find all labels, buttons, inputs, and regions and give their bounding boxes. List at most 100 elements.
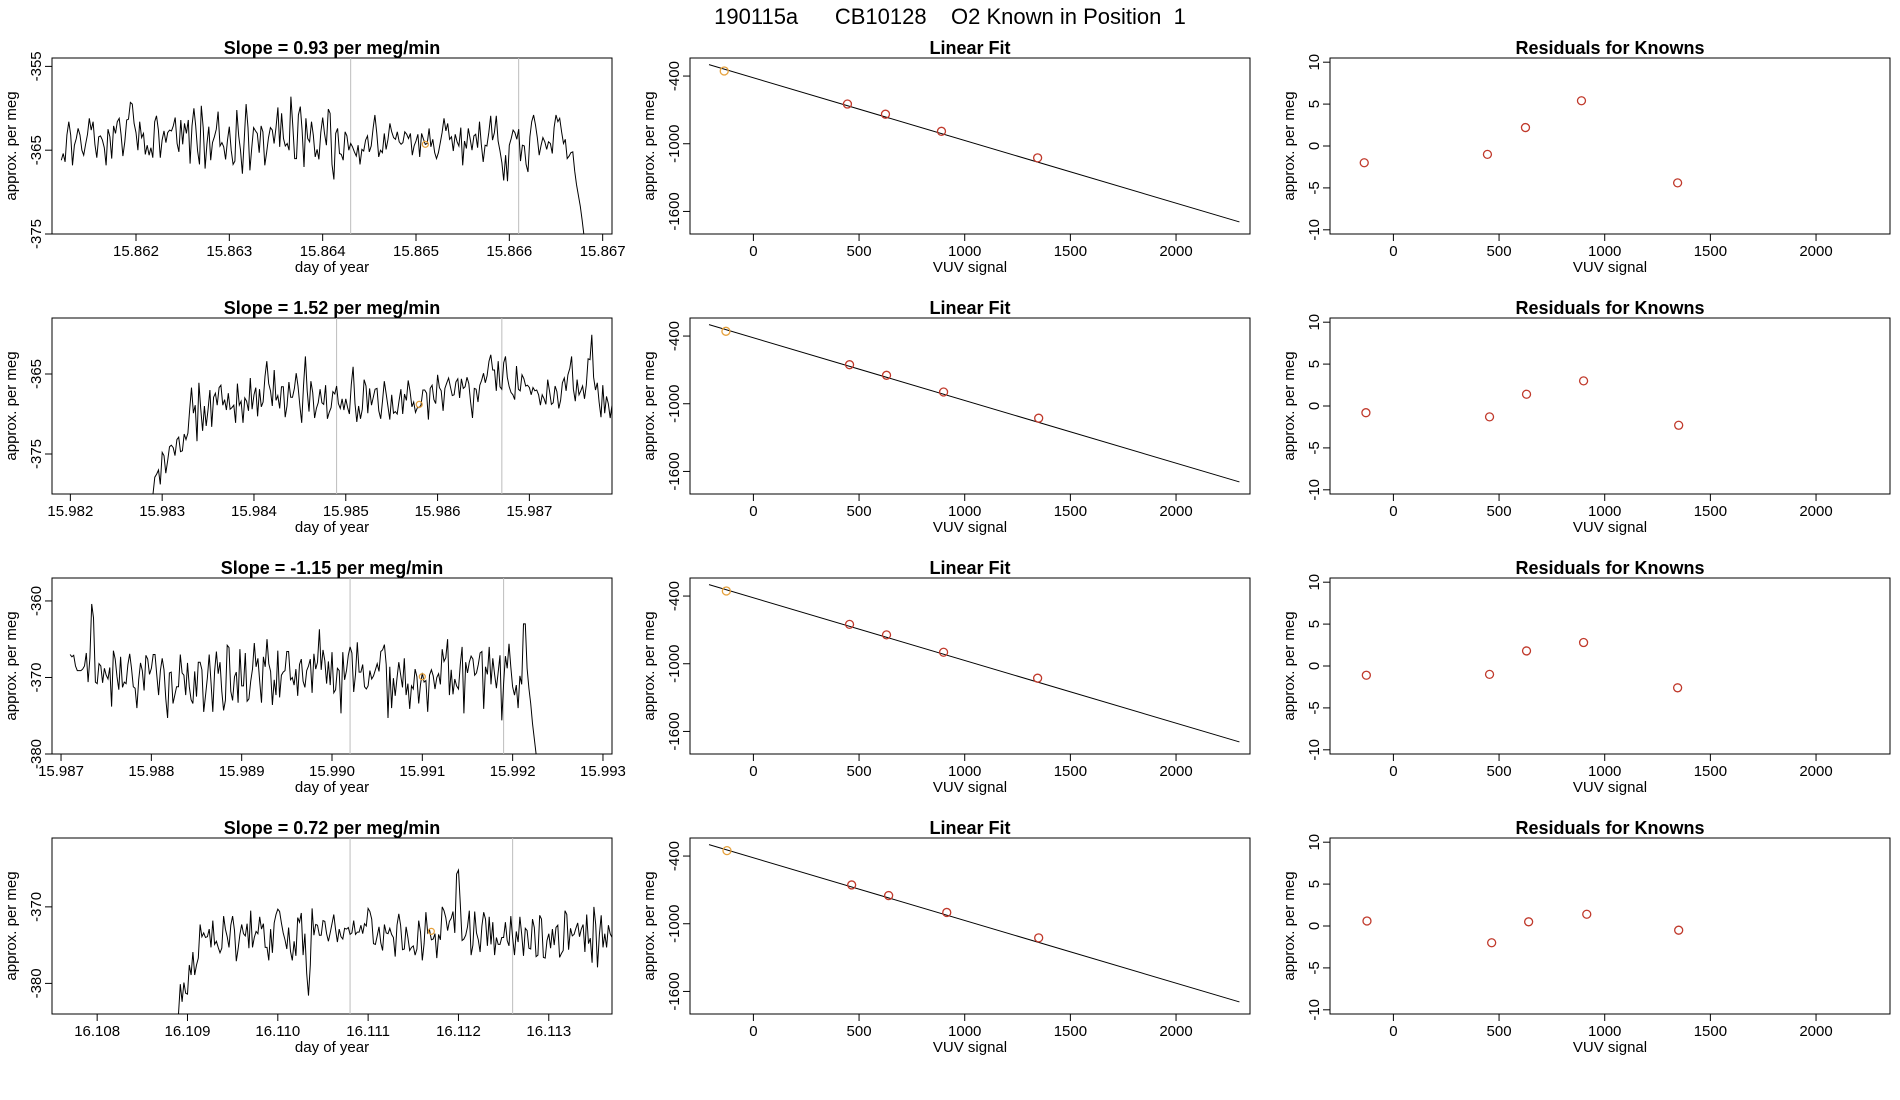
data-point — [1582, 909, 1592, 919]
y-tick-label: -400 — [666, 61, 683, 91]
y-tick-label: 5 — [1306, 880, 1323, 888]
x-tick-label: 2000 — [1799, 503, 1832, 520]
chart-panel-timeseries-1: Slope = 0.93 per meg/min 15.862 15.863 15.8… — [3, 38, 626, 276]
plot-frame — [689, 57, 1251, 235]
y-tick-label: 10 — [1306, 54, 1323, 71]
plot-area — [178, 838, 612, 1014]
data-point — [1672, 683, 1683, 693]
x-tick-label: 2000 — [1799, 763, 1832, 780]
x-tick-label: 1000 — [1588, 243, 1621, 260]
y-tick-label: -375 — [28, 439, 45, 469]
data-point — [881, 370, 892, 380]
y-tick-label: -355 — [28, 51, 45, 81]
x-tick-label: 1000 — [948, 503, 981, 520]
plot-area — [60, 58, 585, 234]
x-tick-label: 15.985 — [323, 503, 369, 520]
highlight-point — [427, 927, 435, 935]
x-tick-label: 500 — [1487, 503, 1512, 520]
y-axis-label: approx. per meg — [1281, 611, 1298, 720]
y-tick-label: -380 — [28, 739, 45, 769]
series-line — [60, 96, 585, 234]
y-axis-label: approx. per meg — [3, 351, 20, 460]
y-tick-label: -10 — [1306, 219, 1323, 241]
y-tick-label: -10 — [1306, 479, 1323, 501]
y-tick-label: -370 — [28, 892, 45, 922]
series-line — [152, 334, 612, 494]
data-point — [1520, 122, 1531, 133]
plot-area — [69, 578, 537, 754]
x-tick-label: 0 — [1389, 243, 1397, 260]
plot-frame — [51, 837, 613, 1015]
data-point — [883, 890, 894, 901]
x-tick-label: 1500 — [1694, 1023, 1727, 1040]
chart-panel-fit-2: Linear Fit 0 500 1000 1500 2000 VUV signal -160… — [641, 298, 1251, 536]
x-axis-label: day of year — [295, 1039, 369, 1056]
chart-panel-fit-4: Linear Fit 0 500 1000 1500 2000 VUV signal -160… — [641, 818, 1251, 1056]
x-tick-label: 2000 — [1159, 763, 1192, 780]
fit-line — [708, 64, 1240, 223]
data-point — [1484, 669, 1495, 680]
y-axis-label: approx. per meg — [641, 351, 658, 460]
x-tick-label: 1500 — [1054, 243, 1087, 260]
chart-title: Residuals for Knowns — [1515, 558, 1704, 578]
data-point — [1674, 925, 1684, 935]
x-tick-label: 15.867 — [580, 243, 626, 260]
x-axis-label: VUV signal — [1573, 779, 1647, 796]
series-line — [178, 868, 612, 1014]
chart-title: Linear Fit — [929, 818, 1010, 838]
x-tick-label: 2000 — [1159, 1023, 1192, 1040]
x-tick-label: 15.866 — [486, 243, 532, 260]
y-tick-label: -5 — [1306, 181, 1323, 194]
data-point — [1361, 670, 1371, 680]
x-tick-label: 15.990 — [309, 763, 355, 780]
x-tick-label: 15.982 — [47, 503, 93, 520]
data-point — [1523, 917, 1534, 927]
y-tick-label: 0 — [1306, 142, 1323, 150]
x-tick-label: 16.111 — [346, 1023, 390, 1040]
x-tick-label: 16.112 — [436, 1023, 481, 1040]
x-tick-label: 0 — [1389, 503, 1397, 520]
highlight-point — [421, 140, 429, 148]
chart-panel-residuals-2: Residuals for Knowns 0 500 1000 1500 2000 VUV … — [1281, 298, 1891, 536]
x-tick-label: 15.984 — [231, 503, 277, 520]
x-axis-label: day of year — [295, 519, 369, 536]
x-tick-label: 15.989 — [219, 763, 265, 780]
fit-line — [708, 324, 1240, 483]
x-tick-label: 0 — [1389, 763, 1397, 780]
y-tick-label: -400 — [666, 841, 683, 871]
data-point — [942, 907, 952, 918]
x-tick-label: 1500 — [1054, 1023, 1087, 1040]
data-point — [1482, 149, 1493, 160]
x-tick-label: 15.991 — [399, 763, 445, 780]
y-tick-label: 5 — [1306, 360, 1323, 368]
data-point — [1674, 420, 1684, 430]
y-tick-label: 0 — [1306, 402, 1323, 410]
plot-frame — [1329, 57, 1891, 235]
y-tick-label: -400 — [666, 581, 683, 611]
chart-title: Residuals for Knowns — [1515, 38, 1704, 58]
x-axis-label: day of year — [295, 779, 369, 796]
x-tick-label: 15.987 — [506, 503, 552, 520]
highlight-point — [418, 673, 426, 681]
x-tick-label: 1000 — [948, 1023, 981, 1040]
plot-frame — [51, 577, 613, 755]
y-tick-label: -1000 — [666, 385, 683, 423]
x-tick-label: 500 — [1487, 763, 1512, 780]
data-point — [1034, 933, 1044, 943]
plot-area — [708, 324, 1240, 483]
data-point — [1484, 412, 1495, 422]
x-tick-label: 500 — [847, 503, 872, 520]
plot-frame — [1329, 317, 1891, 495]
plot-frame — [1329, 577, 1891, 755]
y-tick-label: -10 — [1306, 739, 1323, 761]
plot-area — [1361, 376, 1684, 430]
y-tick-label: -1000 — [666, 125, 683, 163]
data-point — [1487, 938, 1497, 948]
data-point — [1578, 376, 1589, 386]
y-tick-label: -1000 — [666, 905, 683, 943]
x-tick-label: 500 — [847, 1023, 872, 1040]
y-axis-label: approx. per meg — [641, 91, 658, 200]
y-tick-label: -1000 — [666, 645, 683, 683]
x-axis-label: VUV signal — [1573, 519, 1647, 536]
y-tick-label: -375 — [28, 219, 45, 249]
